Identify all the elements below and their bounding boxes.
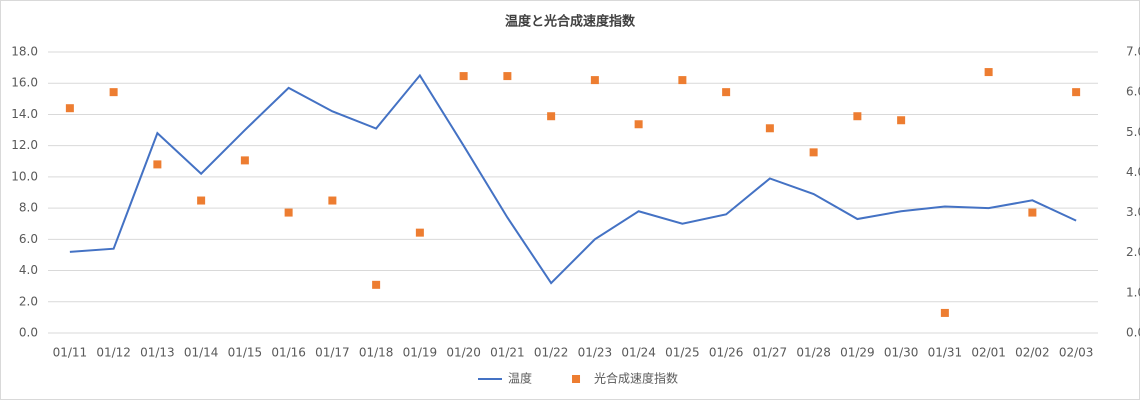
x-tick-label: 01/18 bbox=[359, 346, 394, 360]
x-tick-label: 01/30 bbox=[884, 346, 919, 360]
y2-tick-label: 3.0 bbox=[1126, 205, 1140, 219]
x-tick-label: 01/25 bbox=[665, 346, 700, 360]
scatter-point bbox=[372, 280, 381, 289]
y-tick-label: 8.0 bbox=[19, 201, 38, 215]
scatter-point bbox=[984, 68, 993, 77]
x-tick-label: 01/23 bbox=[578, 346, 613, 360]
y2-tick-label: 2.0 bbox=[1126, 245, 1140, 259]
y2-tick-label: 7.0 bbox=[1126, 45, 1140, 59]
x-tick-label: 01/16 bbox=[271, 346, 306, 360]
scatter-point bbox=[284, 208, 293, 217]
x-tick-label: 01/15 bbox=[228, 346, 263, 360]
y-tick-label: 4.0 bbox=[19, 263, 38, 277]
legend-label: 光合成速度指数 bbox=[594, 371, 678, 386]
y-tick-label: 16.0 bbox=[11, 76, 38, 90]
scatter-point bbox=[109, 88, 118, 97]
line-series bbox=[69, 73, 1077, 285]
scatter-point bbox=[634, 120, 643, 129]
scatter-point bbox=[459, 72, 468, 81]
scatter-point bbox=[722, 88, 731, 97]
y-tick-label: 18.0 bbox=[11, 45, 38, 59]
x-tick-label: 01/22 bbox=[534, 346, 569, 360]
x-tick-label: 01/21 bbox=[490, 346, 525, 360]
x-tick-label: 02/01 bbox=[971, 346, 1006, 360]
y-tick-label: 10.0 bbox=[11, 169, 38, 183]
y2-tick-label: 4.0 bbox=[1126, 165, 1140, 179]
y2-tick-label: 5.0 bbox=[1126, 125, 1140, 139]
y2-tick-label: 6.0 bbox=[1126, 85, 1140, 99]
y-tick-label: 12.0 bbox=[11, 138, 38, 152]
x-tick-label: 01/31 bbox=[928, 346, 963, 360]
scatter-point bbox=[897, 116, 906, 125]
scatter-point bbox=[809, 148, 818, 157]
x-tick-label: 02/03 bbox=[1059, 346, 1094, 360]
scatter-point bbox=[197, 196, 206, 205]
x-tick-label: 01/11 bbox=[53, 346, 88, 360]
scatter-point bbox=[590, 76, 599, 85]
x-tick-label: 01/24 bbox=[621, 346, 656, 360]
x-tick-label: 01/14 bbox=[184, 346, 219, 360]
x-tick-label: 01/29 bbox=[840, 346, 875, 360]
scatter-point bbox=[65, 104, 74, 113]
y-tick-label: 14.0 bbox=[11, 107, 38, 121]
y2-tick-label: 0.0 bbox=[1126, 326, 1140, 340]
scatter-point bbox=[1072, 88, 1081, 97]
x-tick-label: 01/17 bbox=[315, 346, 350, 360]
scatter-point bbox=[940, 308, 949, 317]
scatter-point bbox=[503, 72, 512, 81]
x-tick-label: 01/27 bbox=[753, 346, 788, 360]
scatter-point bbox=[1028, 208, 1037, 217]
scatter-point bbox=[240, 156, 249, 165]
x-tick-label: 01/20 bbox=[446, 346, 481, 360]
x-tick-label: 01/28 bbox=[796, 346, 831, 360]
scatter-point bbox=[328, 196, 337, 205]
y-tick-label: 6.0 bbox=[19, 232, 38, 246]
y2-tick-label: 1.0 bbox=[1126, 285, 1140, 299]
scatter-point bbox=[853, 112, 862, 121]
y-tick-label: 0.0 bbox=[19, 326, 38, 340]
x-tick-label: 01/12 bbox=[96, 346, 131, 360]
scatter-point bbox=[678, 76, 687, 85]
y-tick-label: 2.0 bbox=[19, 294, 38, 308]
scatter-point bbox=[547, 112, 556, 121]
legend-swatch bbox=[572, 375, 581, 383]
scatter-point bbox=[153, 160, 162, 169]
x-tick-label: 01/19 bbox=[403, 346, 438, 360]
scatter-point bbox=[415, 228, 424, 237]
x-tick-label: 01/13 bbox=[140, 346, 175, 360]
x-tick-label: 01/26 bbox=[709, 346, 744, 360]
scatter-point bbox=[765, 124, 774, 133]
legend-label: 温度 bbox=[508, 371, 532, 386]
chart-title: 温度と光合成速度指数 bbox=[505, 14, 636, 30]
x-tick-label: 02/02 bbox=[1015, 346, 1050, 360]
